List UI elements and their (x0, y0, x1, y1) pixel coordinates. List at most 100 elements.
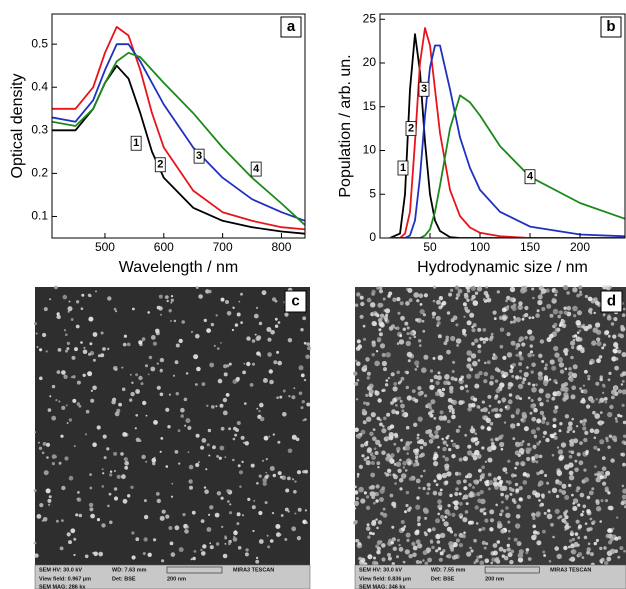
particle (208, 454, 211, 457)
particle (397, 468, 402, 473)
particle (58, 461, 62, 465)
particle (68, 418, 73, 422)
particle (220, 496, 224, 500)
particle (500, 434, 504, 438)
particle (423, 293, 428, 298)
particle (595, 381, 600, 386)
particle (89, 473, 92, 476)
particle (226, 364, 230, 368)
particle (559, 369, 565, 374)
particle (376, 337, 382, 342)
particle (470, 353, 477, 359)
particle (484, 518, 489, 523)
particle (464, 306, 469, 311)
particle (470, 285, 476, 291)
particle (431, 311, 437, 316)
particle (63, 374, 68, 380)
particle (48, 495, 52, 499)
particle (603, 397, 608, 401)
info-bar (354, 564, 626, 589)
particle (417, 386, 422, 391)
particle (439, 488, 443, 492)
y-tick-label: 15 (363, 99, 377, 113)
particle (588, 490, 594, 496)
particle (141, 454, 146, 460)
particle (613, 386, 618, 390)
particle (500, 447, 504, 451)
particle (294, 512, 297, 515)
particle (425, 547, 432, 553)
particle (609, 505, 614, 511)
particle (67, 310, 70, 313)
particle (407, 359, 411, 363)
particle (209, 542, 212, 545)
particle (402, 327, 406, 331)
particle (437, 355, 443, 361)
particle (471, 402, 476, 408)
particle (607, 411, 613, 418)
particle (43, 307, 48, 312)
particle (508, 393, 513, 397)
particle (579, 492, 585, 498)
particle (269, 539, 274, 543)
particle (521, 285, 527, 291)
particle (621, 352, 626, 358)
particle (263, 435, 269, 441)
particle (554, 405, 559, 410)
particle (288, 395, 291, 398)
particle (84, 554, 89, 559)
particle (595, 477, 601, 483)
particle (622, 462, 626, 467)
particle (147, 311, 150, 314)
particle (463, 315, 466, 318)
particle (232, 537, 238, 542)
particle (371, 342, 376, 348)
scale-bar (166, 566, 223, 574)
particle (365, 357, 370, 362)
particle (536, 442, 540, 446)
particle (131, 555, 136, 560)
curve (52, 51, 305, 226)
particle (246, 361, 251, 367)
particle (121, 366, 124, 369)
particle (396, 342, 400, 345)
curve-label-box (524, 169, 536, 185)
particle (412, 462, 417, 467)
particle (369, 431, 374, 436)
particle (89, 294, 92, 298)
particle (404, 321, 409, 326)
particle (558, 429, 562, 433)
particle (557, 314, 561, 319)
particle (621, 380, 625, 383)
particle (525, 548, 530, 552)
info-text: MIRA3 TESCAN (233, 567, 274, 573)
particle (123, 334, 127, 338)
x-tick-label: 500 (95, 240, 115, 254)
particle (92, 442, 97, 448)
particle (422, 486, 426, 491)
particle (138, 439, 142, 442)
particle (232, 458, 235, 462)
particle (582, 504, 587, 509)
particle (475, 522, 479, 525)
particle (550, 522, 554, 527)
particle (417, 416, 423, 422)
particle (293, 490, 297, 494)
particle (272, 433, 275, 436)
particle (472, 456, 478, 461)
particle (539, 410, 545, 416)
particle (391, 501, 397, 507)
particle (36, 346, 39, 348)
particle (188, 479, 193, 484)
particle (445, 335, 450, 340)
particle (599, 375, 603, 379)
particle (68, 475, 74, 481)
particle (148, 355, 153, 360)
particle (447, 434, 450, 438)
particle (572, 364, 578, 370)
particle (506, 295, 511, 300)
particle (579, 387, 582, 390)
particle (592, 520, 596, 524)
particle (492, 310, 497, 315)
particle (507, 459, 511, 463)
